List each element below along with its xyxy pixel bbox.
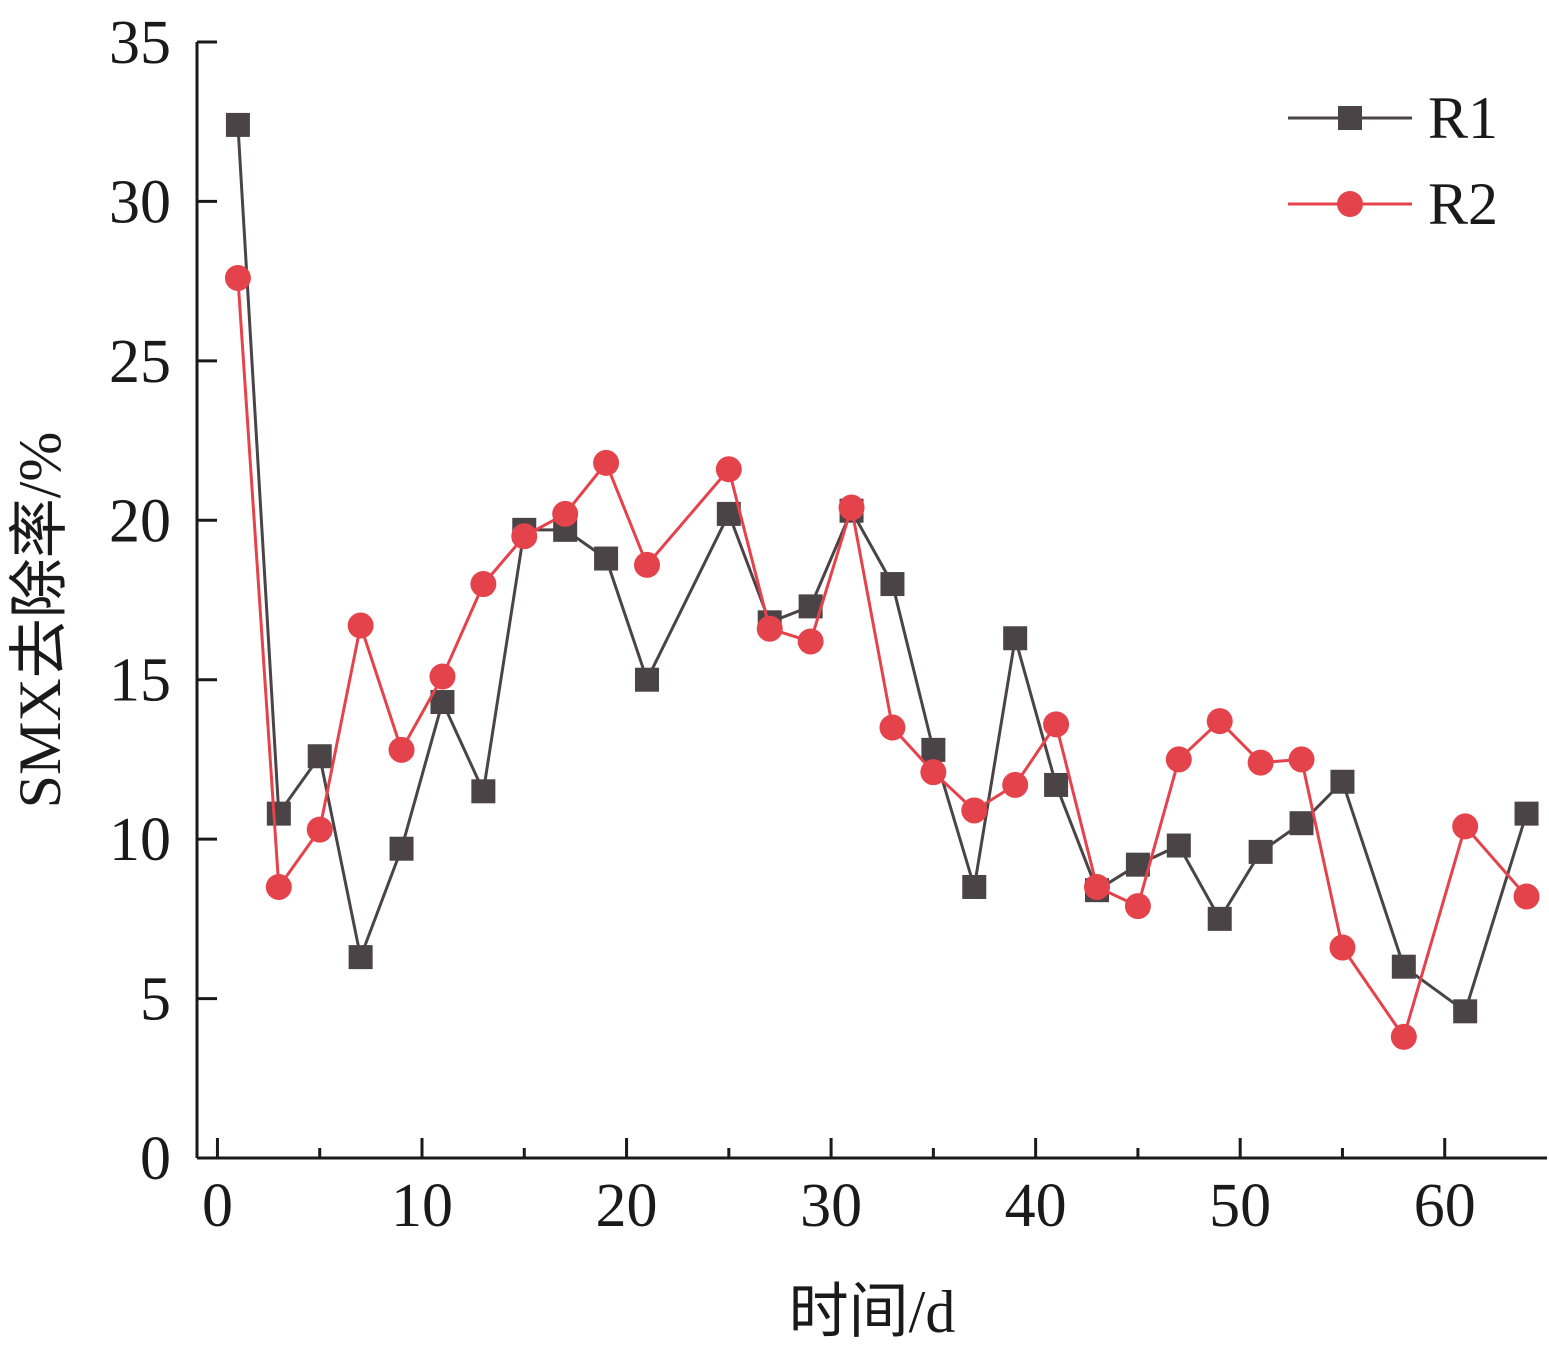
series-layer [224, 112, 1540, 1050]
data-point-R1 [1330, 769, 1355, 794]
data-point-R2 [1124, 893, 1151, 920]
y-tick-label: 30 [109, 168, 171, 236]
y-tick-label: 20 [109, 487, 171, 555]
data-point-R1 [594, 546, 619, 571]
x-tick-label: 10 [391, 1172, 453, 1240]
legend-marker-circle [1337, 191, 1363, 217]
x-tick-label: 50 [1209, 1172, 1271, 1240]
data-point-R2 [388, 736, 415, 763]
data-point-R2 [1513, 883, 1540, 910]
x-axis-title: 时间/d [789, 1279, 956, 1345]
y-tick-label: 15 [109, 647, 171, 715]
series-line-R1 [236, 124, 1528, 1014]
data-point-R1 [1453, 999, 1478, 1024]
x-tick-label: 60 [1414, 1172, 1476, 1240]
data-point-R2 [756, 615, 783, 642]
data-point-R1 [1207, 906, 1232, 931]
data-point-R2 [961, 797, 988, 824]
data-point-R1 [1248, 839, 1273, 864]
data-point-R2 [1288, 746, 1315, 773]
y-tick-label: 10 [109, 806, 171, 874]
data-point-R2 [1390, 1023, 1417, 1050]
data-point-R1 [1514, 801, 1539, 826]
series-R1 [225, 112, 1539, 1024]
data-point-R2 [634, 551, 660, 578]
data-point-R2 [1247, 749, 1274, 776]
data-point-R2 [797, 628, 824, 655]
data-point-R2 [1043, 711, 1070, 738]
x-tick-label: 30 [800, 1172, 862, 1240]
data-point-R1 [1391, 954, 1416, 979]
data-point-R2 [879, 714, 906, 741]
data-point-R1 [635, 667, 659, 692]
y-tick-label: 25 [109, 328, 171, 396]
y-tick-label: 5 [140, 966, 171, 1034]
axes: 0 5 10 15 20 25 30 35 0 10 20 30 40 50 60 [109, 9, 1547, 1240]
data-point-R2 [1002, 771, 1029, 798]
y-tick-label: 35 [109, 9, 171, 77]
data-point-R1 [921, 737, 946, 762]
data-point-R1 [1289, 811, 1314, 836]
legend-marker-square [1338, 106, 1362, 130]
x-tick-label: 40 [1005, 1172, 1067, 1240]
x-ticks: 0 10 20 30 40 50 60 [202, 1138, 1476, 1240]
data-point-R2 [715, 456, 742, 483]
data-point-R1 [880, 572, 905, 597]
data-point-R1 [389, 836, 414, 861]
data-point-R2 [429, 663, 456, 690]
y-tick-label: 0 [140, 1125, 171, 1193]
data-point-R1 [1166, 833, 1191, 858]
legend-label: R2 [1428, 171, 1498, 237]
data-point-R1 [430, 690, 455, 715]
legend-item-R1: R1 [1288, 85, 1498, 151]
data-point-R2 [1206, 708, 1233, 735]
data-point-R1 [1044, 772, 1069, 797]
data-point-R1 [266, 801, 291, 826]
data-point-R2 [1329, 934, 1356, 961]
data-point-R1 [471, 779, 496, 804]
x-tick-label: 0 [202, 1172, 233, 1240]
data-point-R1 [225, 112, 250, 137]
legend-label: R1 [1428, 85, 1498, 151]
y-ticks: 0 5 10 15 20 25 30 35 [109, 9, 217, 1193]
data-point-R2 [920, 759, 947, 786]
data-point-R2 [1452, 813, 1479, 840]
data-point-R2 [511, 523, 538, 550]
data-point-R2 [224, 264, 251, 291]
legend-item-R2: R2 [1288, 171, 1498, 237]
x-tick-label: 20 [596, 1172, 658, 1240]
data-point-R2 [1084, 873, 1110, 900]
data-point-R2 [347, 612, 374, 639]
data-point-R1 [307, 744, 332, 769]
data-point-R1 [962, 874, 987, 899]
series-R2 [224, 264, 1540, 1050]
data-point-R1 [348, 945, 373, 970]
data-point-R1 [1003, 626, 1028, 651]
data-point-R2 [265, 873, 292, 900]
data-point-R2 [593, 449, 620, 476]
series-line-R2 [236, 277, 1528, 1041]
y-axis-title: SMX去除率/% [7, 432, 73, 809]
data-point-R2 [838, 494, 865, 521]
data-point-R2 [470, 571, 497, 598]
data-point-R2 [552, 500, 579, 527]
data-point-R2 [306, 816, 333, 843]
data-point-R2 [1165, 746, 1192, 773]
